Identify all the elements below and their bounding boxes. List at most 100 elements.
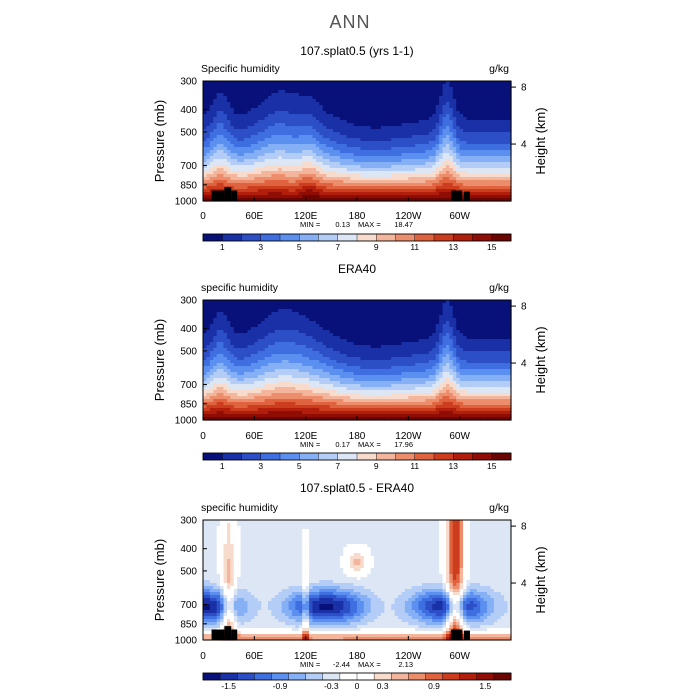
field-cell bbox=[268, 303, 273, 307]
field-cell bbox=[247, 378, 252, 382]
field-cell bbox=[343, 84, 348, 88]
field-cell bbox=[268, 363, 273, 367]
field-cell bbox=[428, 156, 433, 160]
field-cell bbox=[244, 96, 249, 100]
field-cell bbox=[394, 114, 399, 118]
field-cell bbox=[298, 99, 303, 103]
field-cell bbox=[329, 192, 334, 196]
field-cell bbox=[394, 99, 399, 103]
field-cell bbox=[466, 180, 471, 184]
field-cell bbox=[291, 90, 296, 94]
field-cell bbox=[240, 147, 245, 151]
field-cell bbox=[432, 150, 437, 154]
field-cell bbox=[480, 177, 485, 181]
field-cell bbox=[291, 312, 296, 316]
field-cell bbox=[237, 114, 242, 118]
field-cell bbox=[254, 402, 259, 406]
field-cell bbox=[350, 171, 355, 175]
field-cell bbox=[254, 324, 259, 328]
field-cell bbox=[490, 153, 495, 157]
field-cell bbox=[363, 141, 368, 145]
field-cell bbox=[326, 132, 331, 136]
field-cell bbox=[237, 309, 242, 313]
field-cell bbox=[244, 339, 249, 343]
field-cell bbox=[230, 375, 235, 379]
field-cell bbox=[493, 171, 498, 175]
field-cell bbox=[380, 138, 385, 142]
field-cell bbox=[206, 300, 211, 304]
field-cell bbox=[353, 162, 358, 166]
field-cell bbox=[473, 183, 478, 187]
field-cell bbox=[281, 366, 286, 370]
field-cell bbox=[490, 192, 495, 196]
field-cell bbox=[367, 120, 372, 124]
field-cell bbox=[233, 351, 238, 355]
field-cell bbox=[387, 192, 392, 196]
field-cell bbox=[285, 321, 290, 325]
field-cell bbox=[295, 117, 300, 121]
field-cell bbox=[274, 375, 279, 379]
field-cell bbox=[384, 189, 389, 193]
field-cell bbox=[213, 324, 218, 328]
field-cell bbox=[312, 135, 317, 139]
field-cell bbox=[285, 84, 290, 88]
field-cell bbox=[360, 141, 365, 145]
field-cell bbox=[291, 339, 296, 343]
field-cell bbox=[233, 354, 238, 358]
field-cell bbox=[203, 126, 208, 130]
field-cell bbox=[285, 342, 290, 346]
field-cell bbox=[353, 165, 358, 169]
field-cell bbox=[411, 126, 416, 130]
field-cell bbox=[466, 162, 471, 166]
field-cell bbox=[257, 198, 262, 202]
field-cell bbox=[298, 126, 303, 130]
field-cell bbox=[445, 141, 450, 145]
field-cell bbox=[285, 327, 290, 331]
max-label: MAX = bbox=[358, 220, 381, 229]
field-cell bbox=[449, 186, 454, 190]
field-cell bbox=[360, 87, 365, 91]
field-cell bbox=[254, 315, 259, 319]
field-cell bbox=[223, 168, 228, 172]
field-cell bbox=[206, 132, 211, 136]
field-cell bbox=[483, 111, 488, 115]
field-cell bbox=[336, 147, 341, 151]
field-cell bbox=[250, 120, 255, 124]
field-cell bbox=[213, 114, 218, 118]
field-cell bbox=[233, 318, 238, 322]
field-cell bbox=[247, 93, 252, 97]
topography-block bbox=[231, 190, 238, 201]
field-cell bbox=[250, 147, 255, 151]
field-cell bbox=[240, 180, 245, 184]
field-cell bbox=[257, 300, 262, 304]
field-cell bbox=[271, 123, 276, 127]
field-cell bbox=[264, 90, 269, 94]
field-cell bbox=[278, 330, 283, 334]
field-cell bbox=[339, 189, 344, 193]
field-cell bbox=[268, 111, 273, 115]
field-cell bbox=[387, 144, 392, 148]
field-cell bbox=[380, 159, 385, 163]
field-cell bbox=[456, 159, 461, 163]
field-cell bbox=[220, 174, 225, 178]
field-cell bbox=[466, 114, 471, 118]
field-cell bbox=[237, 399, 242, 403]
field-cell bbox=[346, 186, 351, 190]
field-cell bbox=[350, 105, 355, 109]
field-cell bbox=[261, 330, 266, 334]
field-cell bbox=[233, 390, 238, 394]
field-cell bbox=[480, 165, 485, 169]
field-cell bbox=[473, 105, 478, 109]
field-cell bbox=[346, 105, 351, 109]
field-cell bbox=[264, 417, 269, 421]
field-cell bbox=[295, 369, 300, 373]
field-cell bbox=[257, 399, 262, 403]
field-cell bbox=[233, 357, 238, 361]
field-cell bbox=[305, 309, 310, 313]
field-cell bbox=[223, 327, 228, 331]
field-cell bbox=[271, 315, 276, 319]
field-cell bbox=[281, 309, 286, 313]
field-cell bbox=[350, 192, 355, 196]
field-cell bbox=[250, 180, 255, 184]
field-cell bbox=[240, 153, 245, 157]
